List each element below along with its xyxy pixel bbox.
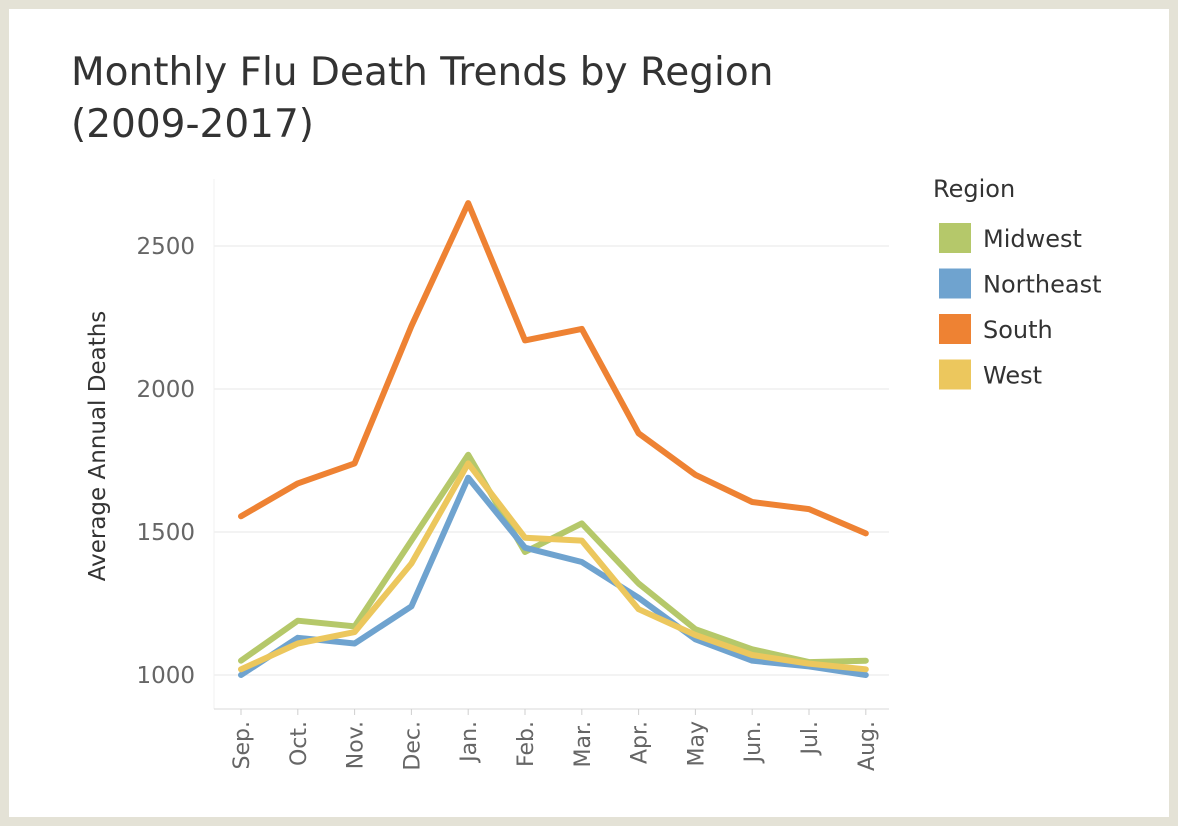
chart-card: Monthly Flu Death Trends by Region (2009… <box>9 9 1169 817</box>
x-tick-label: Apr. <box>628 721 653 764</box>
series-line-midwest <box>238 451 869 666</box>
x-tick-label: Jun. <box>741 721 766 764</box>
legend-label-south: South <box>983 316 1053 344</box>
x-tick-label: Jan. <box>457 721 482 764</box>
legend-label-west: West <box>983 362 1042 390</box>
axes: 1000 1500 2000 2500 Sep. Oct. Nov. Dec. Jan. Feb.… <box>136 179 889 771</box>
series-line-south <box>238 200 869 537</box>
x-tick-label: Sep. <box>230 721 255 769</box>
chart-title-line-1: Monthly Flu Death Trends by Region <box>71 50 773 95</box>
grid <box>214 245 889 676</box>
legend-swatch-northeast <box>939 268 971 299</box>
x-tick-label: Jul. <box>798 721 823 757</box>
series-lines <box>238 200 869 678</box>
legend-swatch-midwest <box>939 223 971 253</box>
x-tick-label: Dec. <box>400 721 425 771</box>
y-tick-label: 2000 <box>136 377 195 403</box>
y-axis-title: Average Annual Deaths <box>85 311 111 582</box>
x-tick-label: Oct. <box>287 721 312 766</box>
legend-label-northeast: Northeast <box>983 271 1102 299</box>
y-tick-label: 1000 <box>136 663 195 689</box>
x-tick-label: Nov. <box>344 721 369 769</box>
series-line-northeast <box>238 474 869 678</box>
chart-title-line-2: (2009-2017) <box>71 102 314 147</box>
legend-title: Region <box>933 175 1015 203</box>
legend: Region Midwest Northeast South West <box>933 175 1102 390</box>
series-line-west <box>238 460 869 673</box>
x-tick-label: Mar. <box>571 721 596 767</box>
legend-label-midwest: Midwest <box>983 225 1082 253</box>
line-chart: Monthly Flu Death Trends by Region (2009… <box>71 50 1102 771</box>
y-tick-label: 1500 <box>136 520 195 546</box>
y-tick-label: 2500 <box>136 234 195 260</box>
legend-swatch-west <box>939 359 971 390</box>
legend-swatch-south <box>939 314 971 344</box>
x-tick-label: May <box>684 721 709 766</box>
x-tick-label: Feb. <box>514 721 539 767</box>
x-tick-label: Aug. <box>855 721 880 771</box>
